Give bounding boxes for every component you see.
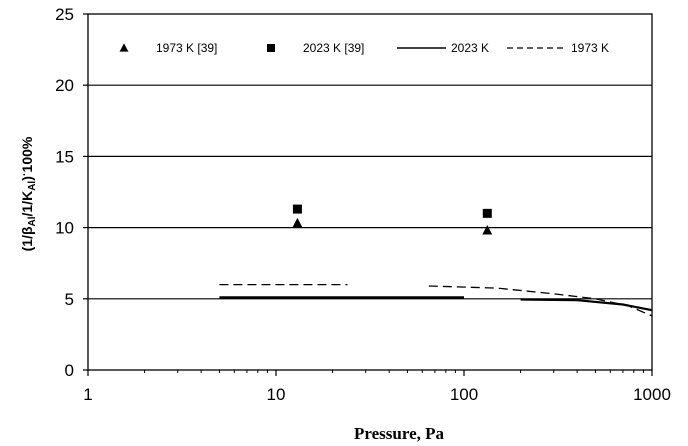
y-tick-label: 10	[55, 219, 74, 238]
y-axis-label-part: Al	[27, 181, 38, 191]
y-axis-label-part: Al	[27, 216, 38, 226]
legend-item: 1973 K	[507, 41, 609, 55]
legend-marker	[267, 44, 275, 52]
data-point	[482, 225, 493, 235]
legend-label: 1973 K	[571, 41, 609, 55]
y-axis-label-part: ·	[19, 172, 31, 176]
legend-item: 2023 K	[397, 41, 489, 55]
data-point	[292, 217, 303, 228]
legend-item: 1973 K [39]	[119, 41, 217, 55]
y-axis-label-part: )	[19, 176, 35, 181]
y-axis-label: (1/βAl/1/KAl)·100%	[19, 136, 38, 251]
y-axis-ticks: 0 5 10 15 20 25	[55, 5, 88, 380]
legend-label: 2023 K	[451, 41, 489, 55]
y-tick-label: 25	[55, 5, 74, 24]
y-axis-label-part: 100%	[19, 136, 35, 172]
y-tick-label: 0	[65, 361, 74, 380]
x-tick-label: 100	[450, 385, 478, 404]
x-tick-label: 1	[83, 385, 92, 404]
plot-border	[87, 13, 653, 371]
x-axis-ticks: 1 10 100 1000	[83, 370, 671, 404]
x-tick-label: 10	[267, 385, 286, 404]
y-tick-label: 5	[65, 290, 74, 309]
y-axis-label-part: (1/β	[19, 226, 35, 251]
legend-label: 2023 K [39]	[303, 41, 364, 55]
data-point	[482, 208, 492, 218]
data-series	[219, 204, 653, 317]
grid-lines	[88, 84, 652, 300]
legend: 1973 K [39] 2023 K [39] 2023 K 1973 K	[119, 41, 609, 55]
y-axis-label-part: /1/K	[19, 191, 35, 217]
y-tick-label: 15	[55, 147, 74, 166]
legend-label: 1973 K [39]	[156, 41, 217, 55]
legend-item: 2023 K [39]	[267, 41, 364, 55]
x-axis-label: Pressure, Pa	[354, 424, 445, 443]
legend-marker	[119, 43, 129, 52]
plot-area	[87, 13, 653, 371]
y-tick-label: 20	[55, 76, 74, 95]
series-line	[428, 285, 653, 317]
data-point	[292, 204, 302, 214]
x-tick-label: 1000	[633, 385, 671, 404]
series-line	[520, 298, 653, 312]
